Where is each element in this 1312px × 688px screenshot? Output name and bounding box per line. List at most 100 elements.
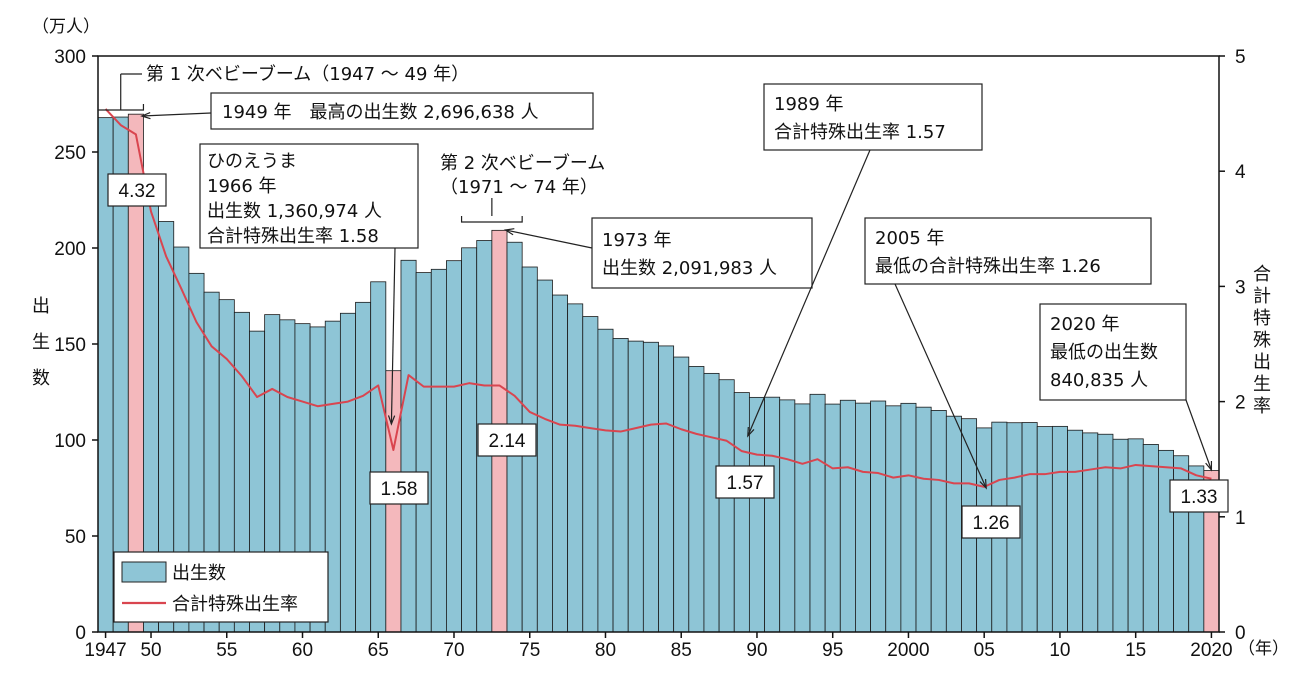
y-right-tick-label: 2: [1235, 393, 1246, 414]
annotation-2005-arrow: [894, 283, 987, 489]
annotation-2005-box: [864, 217, 1152, 285]
bar-2011: [1067, 429, 1084, 633]
bar-1991: [764, 396, 781, 633]
value-label-box-1989: [715, 465, 775, 499]
y-right-tick-label: 5: [1235, 47, 1246, 68]
x-tick-label: 75: [519, 640, 540, 661]
boom2-bracket: [460, 216, 523, 223]
bar-1995: [824, 403, 841, 633]
y-left-axis-title: 出生数: [32, 296, 50, 389]
legend-line-label: 合計特殊出生率: [172, 594, 298, 615]
y-unit-label: （万人）: [32, 17, 100, 37]
annotations: 第 1 次ベビーブーム（1947 〜 49 年） 1949 年 最高の出生数 2,…: [97, 63, 1213, 490]
y-left-tick-label: 200: [54, 239, 86, 260]
bar-1988: [718, 379, 735, 633]
value-label-2005: 1.26: [973, 513, 1010, 534]
x-tick-label: 90: [746, 640, 767, 661]
bar-1971: [461, 247, 478, 633]
value-label-1973: 2.14: [489, 431, 526, 452]
x-tick-label: 95: [822, 640, 843, 661]
x-tick-label: 85: [671, 640, 692, 661]
bar-1979: [582, 316, 599, 633]
annotation-1989-box: [763, 83, 983, 151]
annotation-hinoe-box: [199, 143, 419, 249]
bar-2008: [1021, 422, 1038, 633]
annotation-1949-arrow-head: [140, 111, 151, 120]
x-tick-label: 60: [292, 640, 313, 661]
annotation-2020-box: [1039, 303, 1187, 401]
bar-2012: [1082, 432, 1099, 633]
bar-1964: [355, 301, 372, 633]
value-label-2020: 1.33: [1181, 487, 1218, 508]
value-label-box-1966: [369, 471, 429, 505]
bar-2002: [930, 410, 947, 633]
bar-1982: [627, 340, 644, 633]
bar-1997: [855, 402, 871, 633]
y-left-tick-label: 250: [54, 143, 86, 164]
value-label-box-1973: [477, 423, 537, 457]
boom1-label: 第 1 次ベビーブーム（1947 〜 49 年）: [146, 63, 469, 85]
x-tick-label: 65: [368, 640, 389, 661]
bar-1963: [339, 312, 356, 633]
x-tick-label: 50: [140, 640, 161, 661]
x-tick-label: 10: [1049, 640, 1070, 661]
x-tick-label: 2000: [887, 640, 929, 661]
bar-1969: [430, 268, 447, 633]
bar-1999: [885, 405, 902, 633]
annotation-1949-text: 1949 年 最高の出生数 2,696,638 人: [222, 102, 539, 123]
bar-1978: [567, 303, 584, 633]
legend-bar-label: 出生数: [172, 563, 226, 584]
y-left-tick-label: 0: [75, 623, 86, 644]
annotation-1989-arrow: [747, 149, 871, 437]
bar-1976: [536, 279, 553, 633]
annotation-hinoe-arrow: [390, 247, 396, 425]
value-label-1949: 4.32: [119, 181, 156, 202]
value-label-box-1949: [107, 173, 167, 207]
value-label-1966: 1.58: [381, 479, 418, 500]
y-right-tick-label: 4: [1235, 162, 1246, 183]
value-label-box-2020: [1169, 479, 1229, 513]
bar-1989: [733, 392, 750, 633]
bar-2000: [900, 402, 917, 633]
bar-2016: [1142, 444, 1159, 633]
bar-1983: [642, 341, 659, 633]
x-tick-label: 15: [1125, 640, 1146, 661]
annotation-2020-text: 2020 年最低の出生数 840,835 人: [1050, 314, 1158, 391]
annotation-1973-arrow: [505, 229, 593, 249]
annotation-1989-text: 1989 年合計特殊出生率 1.57: [774, 94, 946, 143]
annotation-2020-arrow-head: [1205, 460, 1213, 472]
annotation-hinoe-arrow-head: [387, 415, 396, 426]
bar-1981: [612, 338, 629, 633]
value-label-1989: 1.57: [727, 473, 764, 494]
bar-2010: [1051, 425, 1068, 633]
bar-1994: [809, 393, 826, 633]
x-tick-label: 55: [216, 640, 237, 661]
bar-2003: [945, 415, 962, 633]
bar-2001: [915, 406, 932, 633]
y-right-axis-title: 合計特殊出生率: [1253, 264, 1271, 417]
annotation-2020-arrow: [1185, 399, 1212, 471]
x-unit-label: （年）: [1238, 639, 1289, 659]
bar-2013: [1097, 433, 1114, 633]
y-left-tick-label: 150: [54, 335, 86, 356]
bar-1984: [658, 345, 675, 633]
annotation-1973-text: 1973 年出生数 2,091,983 人: [602, 230, 777, 279]
bar-2017: [1158, 449, 1174, 633]
fertility-line-series: [104, 108, 1212, 488]
y-left-tick-label: 100: [54, 431, 86, 452]
bar-1998: [870, 400, 887, 633]
x-tick-label: 80: [595, 640, 616, 661]
value-labels: 4.32 1.58 2.14 1.57 1.26 1.33: [107, 173, 1229, 539]
x-tick-label: 1947: [84, 640, 126, 661]
x-tick-label: 70: [443, 640, 464, 661]
annotation-2005-text: 2005 年最低の合計特殊出生率 1.26: [875, 228, 1101, 277]
bar-1996: [839, 399, 856, 633]
bar-2009: [1036, 426, 1053, 633]
y-right-tick-label: 3: [1235, 277, 1246, 298]
annotation-1949-box: [210, 92, 594, 130]
value-label-box-2005: [961, 505, 1021, 539]
x-tick-label: 05: [974, 640, 995, 661]
